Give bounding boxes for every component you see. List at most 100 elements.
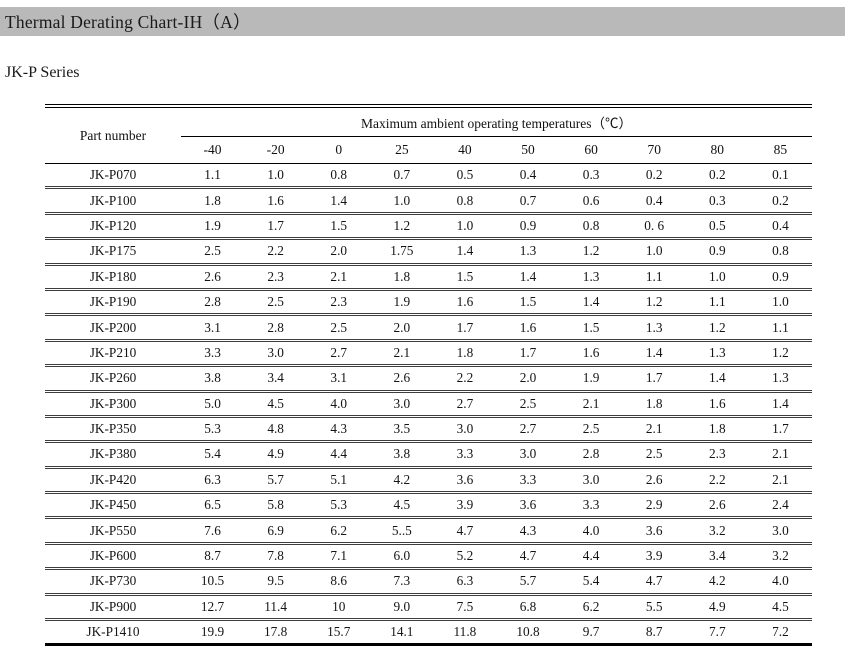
value-cell: 3.3 (559, 492, 623, 520)
value-cell: 1.4 (496, 264, 560, 291)
value-cell: 1.2 (685, 314, 749, 342)
value-cell: 4.8 (244, 416, 308, 444)
value-cell: 11.4 (244, 594, 308, 622)
value-cell: 5.2 (433, 543, 497, 571)
temp-group-header: Maximum ambient operating temperatures（℃… (181, 106, 812, 137)
value-cell: 2.4 (748, 492, 812, 520)
value-cell: 1.0 (433, 213, 497, 241)
value-cell: 8.7 (181, 543, 245, 571)
value-cell: 5.8 (244, 492, 308, 520)
value-cell: 3.3 (181, 340, 245, 368)
value-cell: 1.3 (559, 264, 623, 291)
value-cell: 1.7 (433, 314, 497, 342)
value-cell: 4.4 (307, 441, 371, 469)
temp-header-cell: 40 (433, 136, 497, 164)
value-cell: 1.75 (370, 238, 434, 266)
value-cell: 4.4 (559, 543, 623, 571)
value-cell: 1.7 (244, 213, 308, 241)
value-cell: 7.5 (433, 594, 497, 622)
value-cell: 2.3 (244, 264, 308, 291)
table-row: JK-P180 2.6 2.3 2.1 1.8 1.5 1.4 1.3 1.1 1.0 0.9 (45, 264, 812, 291)
value-cell: 2.7 (433, 391, 497, 418)
part-number-cell: JK-P450 (45, 492, 181, 520)
value-cell: 5..5 (370, 517, 434, 545)
part-number-cell: JK-P730 (45, 568, 181, 596)
value-cell: 7.1 (307, 543, 371, 571)
value-cell: 2.2 (433, 365, 497, 393)
value-cell: 0.8 (433, 187, 497, 215)
series-subtitle: JK-P Series (5, 64, 80, 81)
value-cell: 6.8 (496, 594, 560, 622)
value-cell: 0.3 (559, 163, 623, 190)
value-cell: 1.1 (622, 264, 686, 291)
value-cell: 2.1 (748, 441, 812, 469)
value-cell: 1.2 (559, 238, 623, 266)
value-cell: 1.2 (748, 340, 812, 368)
value-cell: 0.5 (433, 163, 497, 190)
value-cell: 2.1 (559, 391, 623, 418)
value-cell: 0.4 (748, 213, 812, 241)
value-cell: 1.5 (559, 314, 623, 342)
table-row: JK-P100 1.8 1.6 1.4 1.0 0.8 0.7 0.6 0.4 0.3 0.2 (45, 187, 812, 215)
table-row: JK-P070 1.1 1.0 0.8 0.7 0.5 0.4 0.3 0.2 0.2 0.1 (45, 163, 812, 190)
value-cell: 1.3 (496, 238, 560, 266)
value-cell: 0.8 (559, 213, 623, 241)
value-cell: 1.1 (748, 314, 812, 342)
value-cell: 8.6 (307, 568, 371, 596)
temp-header-cell: 0 (307, 136, 371, 164)
value-cell: 1.0 (244, 163, 308, 190)
value-cell: 9.5 (244, 568, 308, 596)
value-cell: 3.3 (433, 441, 497, 469)
value-cell: 6.3 (433, 568, 497, 596)
value-cell: 0.6 (559, 187, 623, 215)
value-cell: 6.2 (559, 594, 623, 622)
temp-header-cell: 60 (559, 136, 623, 164)
value-cell: 0.7 (370, 163, 434, 190)
value-cell: 1.3 (748, 365, 812, 393)
value-cell: 2.1 (370, 340, 434, 368)
value-cell: 2.8 (244, 314, 308, 342)
value-cell: 10 (307, 594, 371, 622)
table-row: JK-P600 8.7 7.8 7.1 6.0 5.2 4.7 4.4 3.9 3.4 3.2 (45, 543, 812, 571)
derating-table-container: Part number Maximum ambient operating te… (45, 104, 850, 647)
value-cell: 1.6 (433, 289, 497, 317)
page-title: Thermal Derating Chart-IH（A） (5, 12, 251, 32)
part-number-cell: JK-P180 (45, 264, 181, 291)
table-row: JK-P550 7.6 6.9 6.2 5..5 4.7 4.3 4.0 3.6 3.2 3.0 (45, 517, 812, 545)
value-cell: 4.0 (748, 568, 812, 596)
value-cell: 1.9 (370, 289, 434, 317)
value-cell: 3.1 (307, 365, 371, 393)
value-cell: 1.5 (433, 264, 497, 291)
value-cell: 3.0 (244, 340, 308, 368)
value-cell: 5.7 (496, 568, 560, 596)
part-number-cell: JK-P300 (45, 391, 181, 418)
value-cell: 7.6 (181, 517, 245, 545)
value-cell: 1.4 (559, 289, 623, 317)
value-cell: 1.3 (685, 340, 749, 368)
part-number-cell: JK-P900 (45, 594, 181, 622)
value-cell: 11.8 (453, 624, 477, 640)
value-cell: 1.6 (685, 391, 749, 418)
table-row: JK-P300 5.0 4.5 4.0 3.0 2.7 2.5 2.1 1.8 1.6 1.4 (45, 391, 812, 418)
value-cell: 7.8 (244, 543, 308, 571)
value-cell: 1.1 (685, 289, 749, 317)
value-cell: 1.6 (244, 187, 308, 215)
value-cell: 14.1 (390, 624, 414, 640)
value-cell: 1.8 (370, 264, 434, 291)
part-number-cell: JK-P120 (45, 213, 181, 241)
part-number-cell: JK-P420 (45, 467, 181, 495)
value-cell: 4.3 (307, 416, 371, 444)
value-cell: 2.5 (244, 289, 308, 317)
value-cell: 8.7 (645, 624, 663, 640)
part-number-cell: JK-P600 (45, 543, 181, 571)
value-cell: 5.4 (559, 568, 623, 596)
value-cell: 3.0 (748, 517, 812, 545)
table-row: JK-P350 5.3 4.8 4.3 3.5 3.0 2.7 2.5 2.1 1.8 1.7 (45, 416, 812, 444)
value-cell: 1.3 (622, 314, 686, 342)
value-cell: 3.0 (559, 467, 623, 495)
value-cell: 7.2 (772, 624, 789, 640)
value-cell: 3.3 (496, 467, 560, 495)
value-cell: 2.8 (181, 289, 245, 317)
part-number-cell: JK-P175 (45, 238, 181, 266)
table-row: JK-P260 3.8 3.4 3.1 2.6 2.2 2.0 1.9 1.7 1.4 1.3 (45, 365, 812, 393)
